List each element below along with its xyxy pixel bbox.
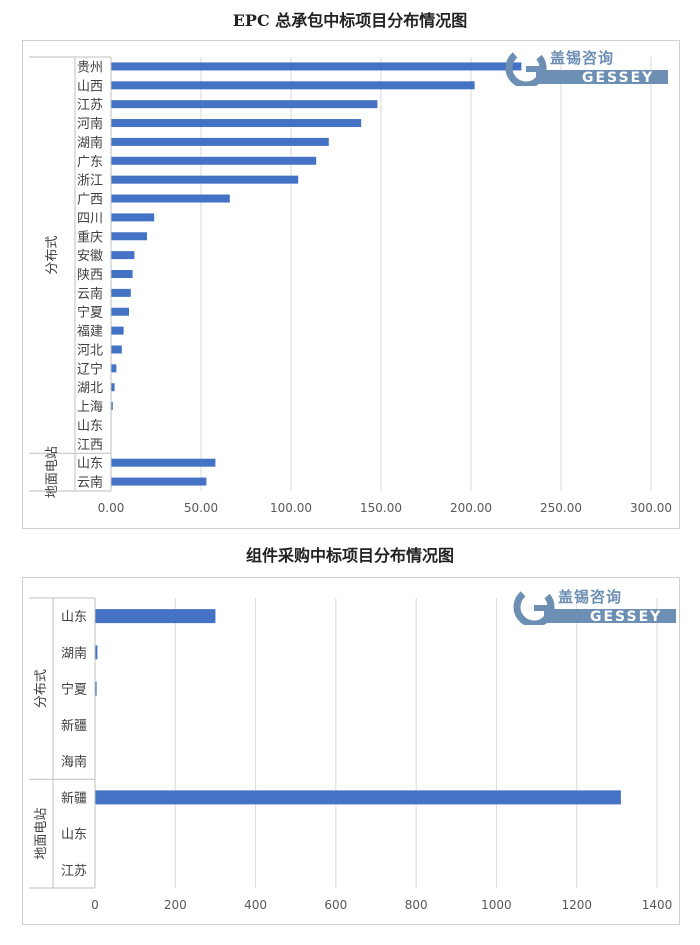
category-label: 广西 <box>77 193 103 208</box>
logo-cn-text: 盖锡咨询 <box>550 49 614 67</box>
x-tick-label: 200 <box>164 898 187 912</box>
category-label: 宁夏 <box>61 682 87 698</box>
x-tick-label: 600 <box>324 898 347 912</box>
bar <box>111 345 122 354</box>
bar <box>111 288 131 297</box>
bar <box>95 681 97 696</box>
category-label: 云南 <box>77 286 103 302</box>
category-label: 重庆 <box>77 229 103 245</box>
category-label: 陕西 <box>77 268 103 283</box>
bar <box>111 119 362 128</box>
x-tick-label: 0 <box>91 898 99 912</box>
category-label: 四川 <box>77 211 103 226</box>
bar <box>111 402 113 411</box>
x-tick-label: 250.00 <box>540 501 582 515</box>
category-label: 江苏 <box>61 863 87 879</box>
category-label: 安徽 <box>77 249 103 264</box>
bar <box>111 137 329 146</box>
logo-cn-text: 盖锡咨询 <box>558 588 622 606</box>
chart-module-svg: 0 200 400 600 800 1000 1200 1400山东湖南宁夏新疆海南新疆山东江… <box>29 597 673 912</box>
category-label: 海南 <box>61 754 87 770</box>
gessey-logo-svg: GESSEY 盖锡咨询 <box>513 586 676 625</box>
x-tick-label: 100.00 <box>270 501 312 515</box>
x-tick-label: 200.00 <box>450 501 492 515</box>
category-label: 上海 <box>77 400 103 415</box>
category-label: 江西 <box>77 438 103 453</box>
chart-panel-epc: 0.00 50.00 100.00 150.00 200.00 250.00 300.00 贵… <box>22 40 680 529</box>
bar <box>111 175 299 184</box>
category-label: 湖南 <box>61 645 87 661</box>
category-label: 湖南 <box>77 135 103 151</box>
x-tick-label: 400 <box>244 898 267 912</box>
bar <box>111 383 115 392</box>
bar <box>111 62 522 71</box>
logo-en-text: GESSEY <box>582 70 654 86</box>
bar <box>111 251 135 260</box>
x-tick-label: 800 <box>405 898 428 912</box>
chart-title-module: 组件采购中标项目分布情况图 <box>245 546 454 565</box>
group-label: 地面电站 <box>45 446 60 498</box>
category-label: 福建 <box>77 325 103 340</box>
x-tick-label: 1400 <box>642 898 673 912</box>
bar <box>95 609 216 624</box>
category-label: 河南 <box>77 116 103 132</box>
x-tick-label: 300.00 <box>630 501 672 515</box>
bar <box>95 790 621 805</box>
bar <box>111 364 117 373</box>
category-label: 浙江 <box>77 174 103 189</box>
bar <box>111 270 133 278</box>
category-label: 辽宁 <box>77 361 103 377</box>
bar <box>111 213 155 222</box>
group-label: 地面电站 <box>34 808 49 860</box>
chart-epc-svg: 0.00 50.00 100.00 150.00 200.00 250.00 300.00 贵… <box>29 56 672 515</box>
gessey-logo-svg: GESSEY 盖锡咨询 <box>505 47 668 86</box>
category-label: 山东 <box>77 419 103 434</box>
category-label: 新疆 <box>61 718 87 734</box>
bar <box>111 477 207 486</box>
category-label: 新疆 <box>61 790 87 806</box>
bar <box>111 232 147 241</box>
bar <box>111 458 216 467</box>
category-label: 江苏 <box>77 97 103 113</box>
bar <box>111 194 230 203</box>
category-label: 河北 <box>77 343 103 358</box>
bar <box>111 100 378 109</box>
category-label: 贵州 <box>77 60 103 75</box>
x-tick-label: 1000 <box>481 898 512 912</box>
chart-panel-module: 0 200 400 600 800 1000 1200 1400 山东 湖南 宁夏 新疆 海南 新疆 山东江… <box>22 577 680 925</box>
logo-en-text: GESSEY <box>590 609 662 625</box>
bar <box>111 326 124 335</box>
x-tick-label: 50.00 <box>184 501 218 515</box>
group-label: 分布式 <box>34 669 49 708</box>
gessey-logo: GESSEY 盖锡咨询 <box>490 44 672 86</box>
category-label: 山东 <box>77 457 103 472</box>
group-label: 分布式 <box>45 236 60 275</box>
bar <box>95 645 98 660</box>
bar <box>111 81 475 90</box>
gessey-logo: GESSEY 盖锡咨询 <box>498 583 680 625</box>
x-tick-label: 0.00 <box>98 501 125 515</box>
chart-title-epc: EPC 总承包中标项目分布情况图 <box>232 11 468 30</box>
category-label: 湖北 <box>77 381 103 396</box>
bar <box>111 156 317 165</box>
x-tick-label: 150.00 <box>360 501 402 515</box>
category-label: 山西 <box>77 79 103 94</box>
category-label: 山东 <box>61 610 87 625</box>
category-label: 宁夏 <box>77 305 103 321</box>
category-label: 广东 <box>77 155 103 170</box>
category-label: 云南 <box>77 475 103 491</box>
bar <box>111 307 129 316</box>
category-label: 山东 <box>61 828 87 843</box>
x-tick-label: 1200 <box>561 898 592 912</box>
